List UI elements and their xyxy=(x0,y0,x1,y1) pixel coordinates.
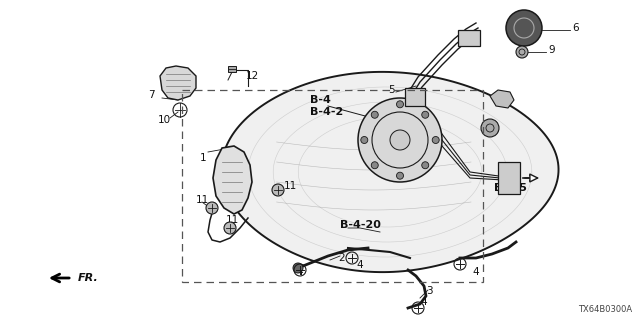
Circle shape xyxy=(224,222,236,234)
Bar xyxy=(458,30,480,46)
Text: B-3-5: B-3-5 xyxy=(494,183,527,193)
Text: 11: 11 xyxy=(196,195,209,205)
Text: 2: 2 xyxy=(338,253,344,263)
Text: B-4-20: B-4-20 xyxy=(340,220,381,230)
Circle shape xyxy=(361,137,368,143)
Text: 4: 4 xyxy=(472,267,479,277)
Circle shape xyxy=(371,111,378,118)
Circle shape xyxy=(397,172,403,179)
Text: 7: 7 xyxy=(148,90,155,100)
Bar xyxy=(182,90,483,282)
Circle shape xyxy=(516,46,528,58)
FancyArrowPatch shape xyxy=(537,175,549,181)
Text: TX64B0300A: TX64B0300A xyxy=(578,305,632,314)
Text: 11: 11 xyxy=(284,181,297,191)
Circle shape xyxy=(371,162,378,169)
Text: B-4: B-4 xyxy=(310,95,331,105)
Circle shape xyxy=(272,184,284,196)
Circle shape xyxy=(293,263,303,273)
Text: 8: 8 xyxy=(492,125,499,135)
Circle shape xyxy=(397,101,403,108)
Polygon shape xyxy=(221,72,559,272)
Polygon shape xyxy=(213,146,252,214)
Polygon shape xyxy=(490,90,514,108)
Text: 4: 4 xyxy=(296,267,303,277)
Text: 12: 12 xyxy=(246,71,259,81)
Circle shape xyxy=(390,130,410,150)
Text: 8: 8 xyxy=(496,97,502,107)
Text: 4: 4 xyxy=(420,297,427,307)
Text: FR.: FR. xyxy=(78,273,99,283)
Circle shape xyxy=(432,137,439,143)
Polygon shape xyxy=(160,66,196,100)
Circle shape xyxy=(206,202,218,214)
Text: 6: 6 xyxy=(572,23,579,33)
Text: 9: 9 xyxy=(548,45,555,55)
Circle shape xyxy=(422,162,429,169)
Text: 10: 10 xyxy=(158,115,171,125)
Circle shape xyxy=(481,119,499,137)
Circle shape xyxy=(422,111,429,118)
Bar xyxy=(498,162,520,194)
Text: B-4-2: B-4-2 xyxy=(310,107,343,117)
Text: 11: 11 xyxy=(226,215,239,225)
Text: 3: 3 xyxy=(426,286,433,296)
Text: 5: 5 xyxy=(388,85,395,95)
Text: 4: 4 xyxy=(356,260,363,270)
Circle shape xyxy=(358,98,442,182)
Circle shape xyxy=(506,10,542,46)
Bar xyxy=(228,66,236,72)
Bar xyxy=(405,88,425,106)
Text: 1: 1 xyxy=(200,153,207,163)
